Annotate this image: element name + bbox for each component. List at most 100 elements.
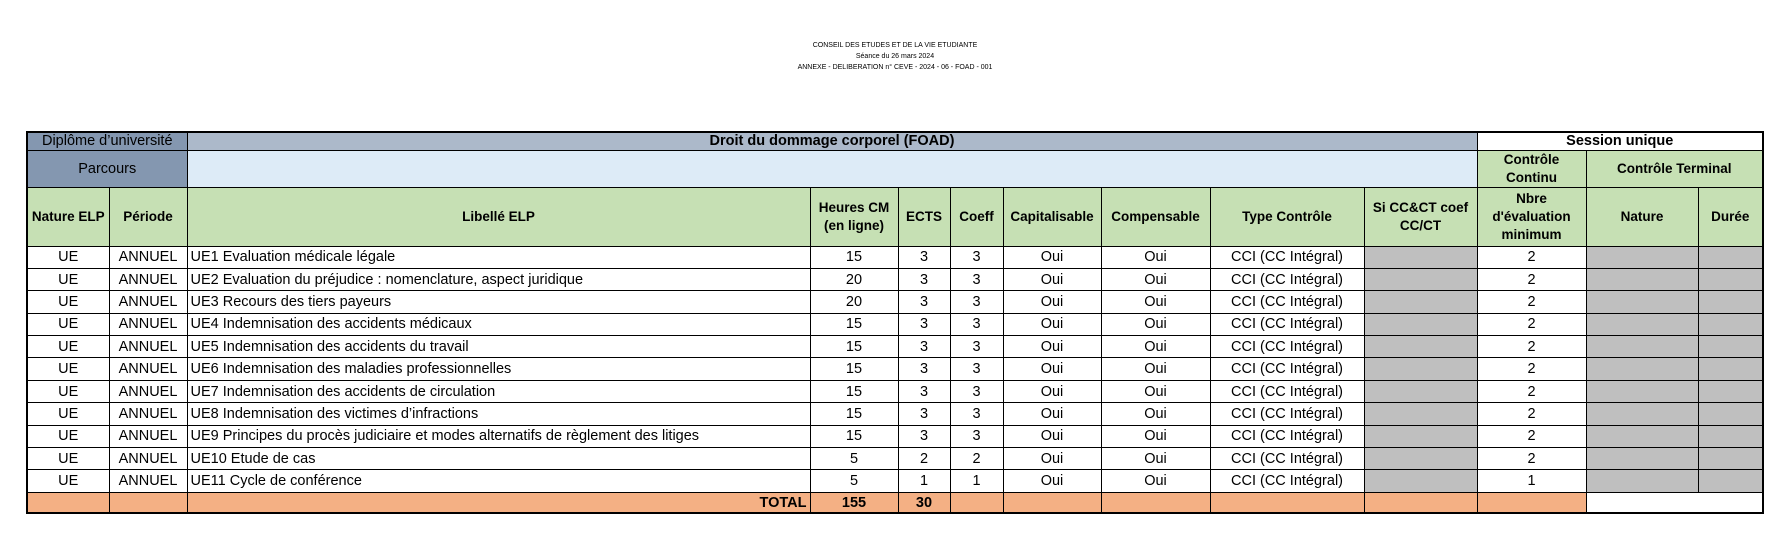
table-row: UE ANNUEL UE4 Indemnisation des accidents … <box>26 312 1764 337</box>
cell: Oui <box>1002 469 1102 493</box>
cell: 2 <box>1476 379 1587 404</box>
empty-cell <box>1697 402 1764 426</box>
cell: Oui <box>1002 290 1102 314</box>
cell: UE <box>26 267 110 292</box>
empty-cell <box>1363 335 1478 359</box>
column-header: Heures CM (en ligne) <box>809 186 899 247</box>
cell: CCI (CC Intégral) <box>1209 379 1365 404</box>
table-row: UE ANNUEL UE10 Etude de cas 5 2 2 Oui Oui CCI (C… <box>26 447 1764 471</box>
cell: UE11 Cycle de conférence <box>186 469 811 493</box>
table-row: UE ANNUEL UE8 Indemnisation des victimes d… <box>26 402 1764 426</box>
cell: 2 <box>1476 290 1587 314</box>
empty-cell <box>108 491 188 514</box>
cell: ANNUEL <box>108 402 188 426</box>
cell: CCI (CC Intégral) <box>1209 335 1365 359</box>
cell: ANNUEL <box>108 379 188 404</box>
empty-cell <box>1585 357 1699 381</box>
cell: 3 <box>949 335 1004 359</box>
column-header: Type Contrôle <box>1209 186 1365 247</box>
cell: UE <box>26 335 110 359</box>
empty-cell <box>1363 312 1478 337</box>
cell: UE7 Indemnisation des accidents de circu… <box>186 379 811 404</box>
cell: Oui <box>1002 312 1102 337</box>
empty-cell <box>1585 469 1699 493</box>
cell: ANNUEL <box>108 357 188 381</box>
cell: 1 <box>1476 469 1587 493</box>
empty-cell <box>1363 357 1478 381</box>
column-header: Si CC&CT coef CC/CT <box>1363 186 1478 247</box>
cell: ANNUEL <box>108 447 188 471</box>
empty-cell <box>1585 491 1763 514</box>
empty-cell <box>1363 402 1478 426</box>
cell: Oui <box>1002 245 1102 269</box>
empty-cell <box>1585 290 1699 314</box>
empty-cell <box>1002 491 1102 514</box>
empty-cell <box>1363 424 1478 449</box>
table-row: UE ANNUEL UE9 Principes du procès judiciai… <box>26 424 1764 449</box>
cell: UE9 Principes du procès judiciaire et mo… <box>186 424 811 449</box>
cell: CCI (CC Intégral) <box>1209 447 1365 471</box>
cell: UE2 Evaluation du préjudice : nomenclatu… <box>186 267 811 292</box>
cell: 3 <box>949 245 1004 269</box>
cell: Oui <box>1002 267 1102 292</box>
diplome-label: Diplôme d’université <box>26 131 188 151</box>
diplome-title: Droit du dommage corporel (FOAD) <box>186 131 1478 151</box>
cell: Oui <box>1002 447 1102 471</box>
cell: UE5 Indemnisation des accidents du trava… <box>186 335 811 359</box>
cell: 3 <box>949 357 1004 381</box>
total-heures: 155 <box>809 491 899 514</box>
total-ects: 30 <box>897 491 951 514</box>
empty-cell <box>1363 379 1478 404</box>
empty-cell <box>1363 491 1478 514</box>
cell: ANNUEL <box>108 469 188 493</box>
empty-cell <box>1585 312 1699 337</box>
column-header: Libellé ELP <box>186 186 811 247</box>
cell: Oui <box>1100 379 1211 404</box>
empty-cell <box>1697 245 1764 269</box>
cell: Oui <box>1100 290 1211 314</box>
cell: Oui <box>1100 335 1211 359</box>
total-row: TOTAL 155 30 <box>26 491 1763 514</box>
cell: Oui <box>1002 335 1102 359</box>
cell: 5 <box>809 447 899 471</box>
table-row: UE ANNUEL UE7 Indemnisation des accidents … <box>26 379 1764 404</box>
cell: 3 <box>949 379 1004 404</box>
cell: Oui <box>1100 424 1211 449</box>
cell: Oui <box>1100 245 1211 269</box>
cell: 3 <box>949 267 1004 292</box>
table-row: UE ANNUEL UE2 Evaluation du préjudice : no… <box>26 267 1764 292</box>
table-row: UE ANNUEL UE11 Cycle de conférence 5 1 1 Oui Ou… <box>26 469 1764 493</box>
cell: 3 <box>897 424 951 449</box>
cell: 3 <box>949 312 1004 337</box>
empty-cell <box>1363 290 1478 314</box>
cell: UE8 Indemnisation des victimes d’infract… <box>186 402 811 426</box>
total-label: TOTAL <box>186 491 811 514</box>
empty-cell <box>1697 357 1764 381</box>
header-line: Séance du 26 mars 2024 <box>855 53 935 60</box>
parcours-label: Parcours <box>26 149 188 188</box>
cell: ANNUEL <box>108 290 188 314</box>
cell: UE <box>26 469 110 493</box>
table-row: UE ANNUEL UE3 Recours des tiers payeurs 20 3… <box>26 290 1764 314</box>
controle-terminal: Contrôle Terminal <box>1585 149 1764 188</box>
empty-cell <box>1100 491 1211 514</box>
empty-cell <box>1697 424 1764 449</box>
cell: 20 <box>809 290 899 314</box>
header-line: ANNEXE - DELIBERATION n° CEVE - 2024 - 0… <box>797 64 993 71</box>
cell: 1 <box>949 469 1004 493</box>
cell: 3 <box>949 290 1004 314</box>
cell: 15 <box>809 245 899 269</box>
cell: ANNUEL <box>108 245 188 269</box>
empty-cell <box>1585 402 1699 426</box>
cell: 15 <box>809 335 899 359</box>
cell: 15 <box>809 402 899 426</box>
cell: Oui <box>1100 312 1211 337</box>
cell: 3 <box>949 424 1004 449</box>
cell: Oui <box>1100 447 1211 471</box>
empty-cell <box>1697 469 1764 493</box>
cell: 2 <box>1476 424 1587 449</box>
elp-table: Diplôme d’université Droit du dommage co… <box>26 131 1764 515</box>
empty-cell <box>1697 267 1764 292</box>
empty-cell <box>1585 267 1699 292</box>
